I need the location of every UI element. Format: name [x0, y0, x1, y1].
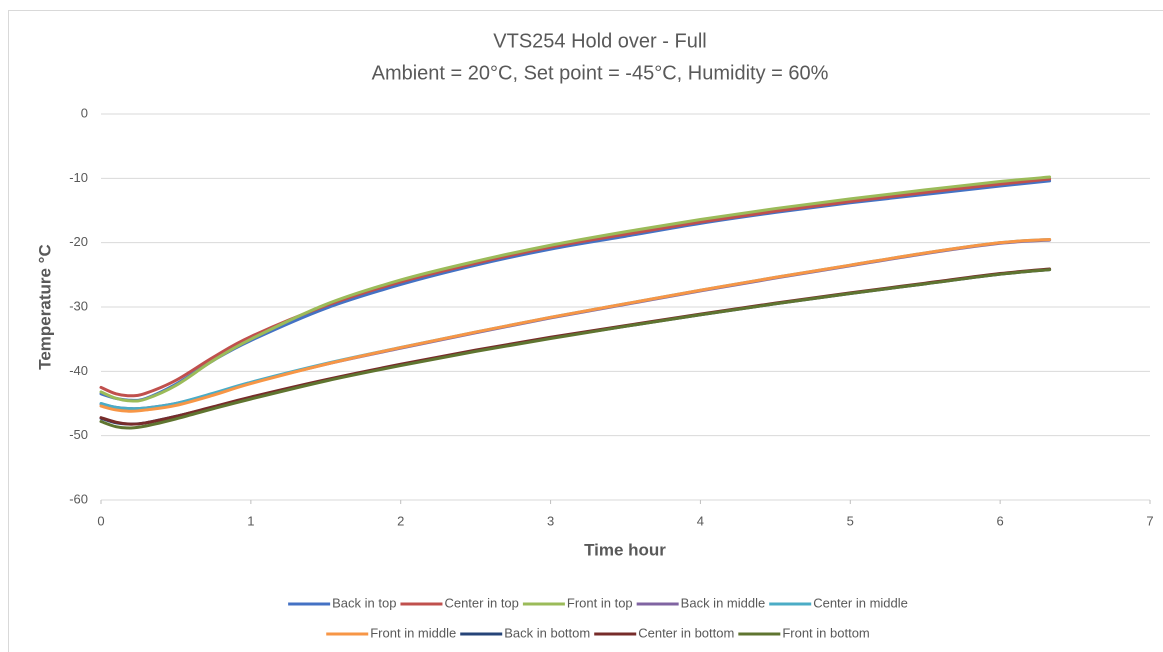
legend-item: Center in middle [769, 595, 908, 610]
legend-item: Front in top [522, 595, 633, 610]
legend: Back in top Center in top Front in top Back… [288, 595, 908, 640]
x-tick-label: 2 [397, 513, 404, 528]
series-line [99, 177, 1052, 398]
legend-label: Back in bottom [504, 625, 590, 640]
y-tick-label: 0 [81, 105, 88, 120]
legend-label: Center in top [444, 595, 518, 610]
legend-item: Back in middle [636, 595, 766, 610]
y-tick-label: -10 [69, 170, 88, 185]
x-tick-label: 5 [847, 513, 854, 528]
legend-item: Back in top [288, 595, 396, 610]
series-line [99, 175, 1052, 403]
legend-label: Front in bottom [782, 625, 869, 640]
x-tick-label: 7 [1146, 513, 1153, 528]
y-axis-title: Temperature °C [35, 244, 54, 370]
x-tick-label: 4 [697, 513, 704, 528]
legend-item: Front in bottom [738, 625, 870, 640]
y-tick-label: -20 [69, 234, 88, 249]
legend-item: Center in bottom [594, 625, 734, 640]
series-line [99, 237, 1052, 413]
series-line [99, 268, 1052, 430]
legend-item: Front in middle [326, 625, 456, 640]
legend-item: Center in top [400, 595, 519, 610]
grid [100, 113, 1151, 504]
chart-subtitle: Ambient = 20°C, Set point = -45°C, Humid… [372, 62, 829, 84]
legend-label: Back in middle [681, 595, 766, 610]
x-axis-title: Time hour [584, 540, 666, 559]
legend-label: Front in middle [370, 625, 456, 640]
plot-lines [99, 175, 1052, 430]
y-tick-label: -30 [69, 298, 88, 313]
legend-label: Center in bottom [638, 625, 734, 640]
y-tick-label: -40 [69, 363, 88, 378]
legend-label: Front in top [567, 595, 633, 610]
x-tick-label: 3 [547, 513, 554, 528]
legend-label: Back in top [332, 595, 396, 610]
y-tick-label: -60 [69, 491, 88, 506]
x-tick-label: 0 [97, 513, 104, 528]
x-tick-label: 6 [997, 513, 1004, 528]
x-tick-label: 1 [247, 513, 254, 528]
legend-item: Back in bottom [460, 625, 590, 640]
chart-title: VTS254 Hold over - Full [493, 30, 706, 52]
y-tick-label: -50 [69, 427, 88, 442]
legend-label: Center in middle [813, 595, 908, 610]
